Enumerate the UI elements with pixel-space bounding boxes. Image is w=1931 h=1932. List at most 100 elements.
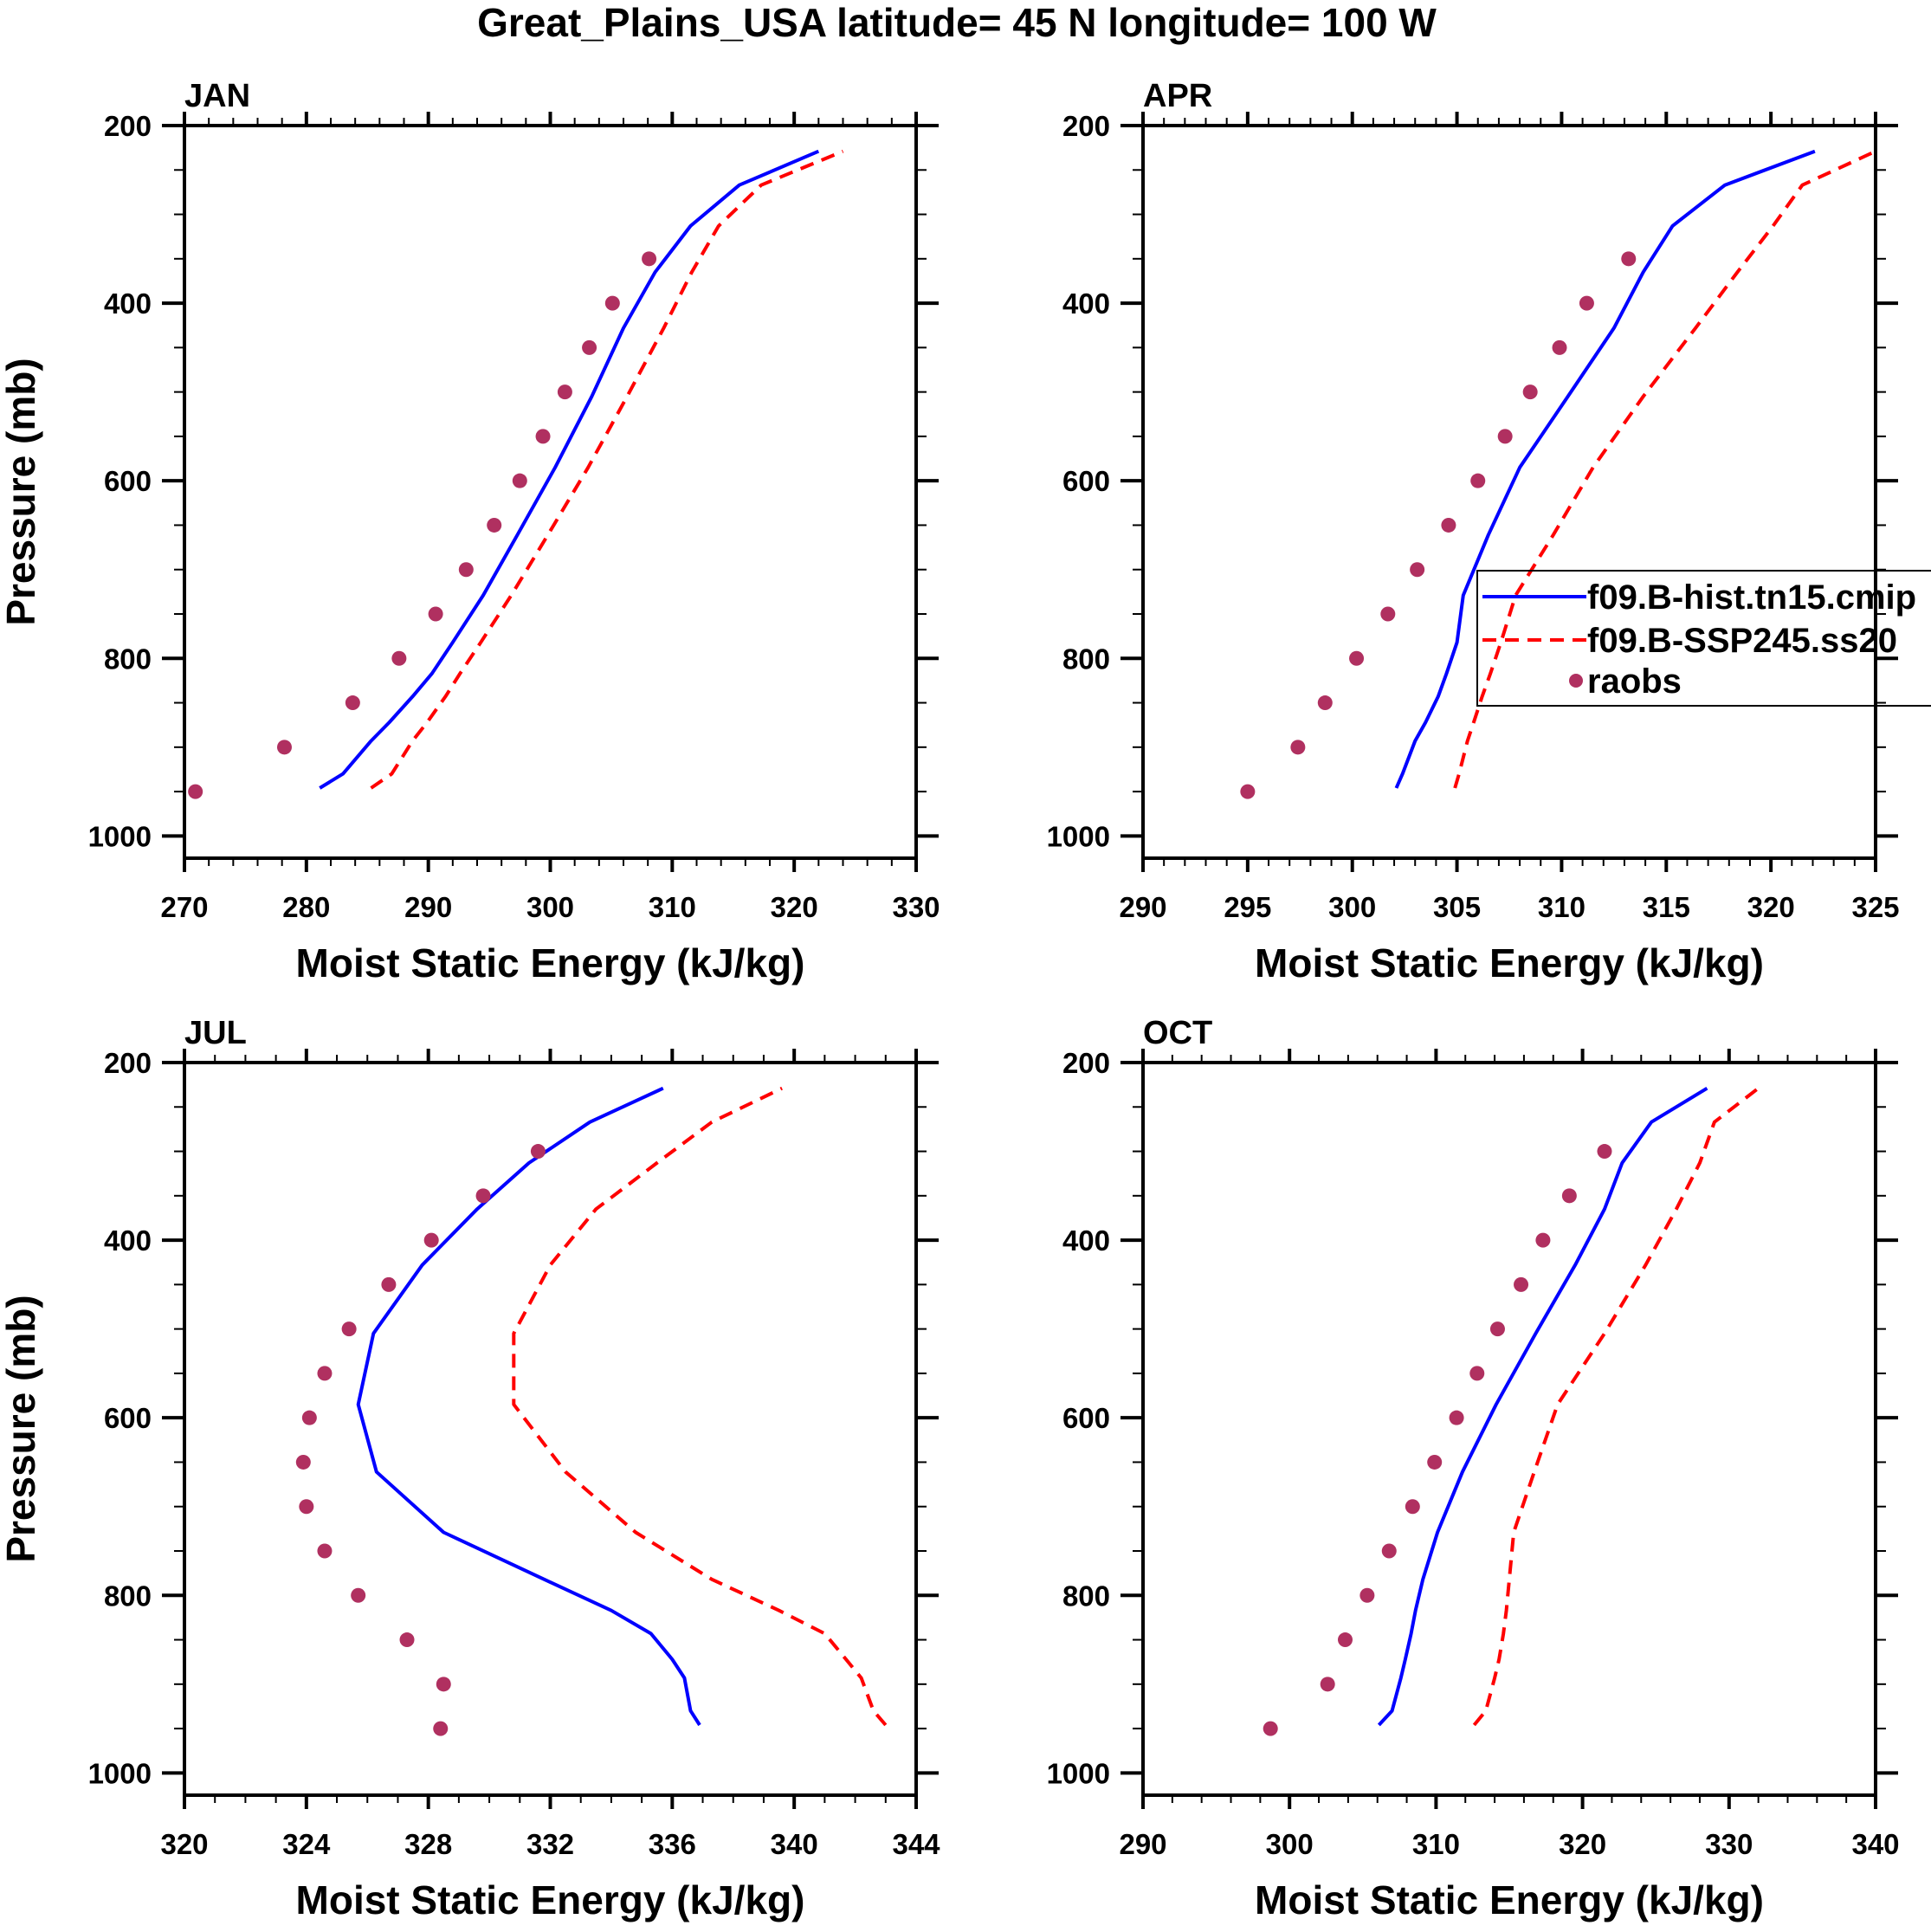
y-tick-label: 800 (1062, 1580, 1110, 1612)
raobs-point (317, 1543, 333, 1559)
series-hist-line (319, 149, 820, 790)
plot-frame (183, 1061, 918, 1797)
x-tick-label: 280 (282, 891, 330, 923)
raobs-point (391, 650, 407, 666)
raobs-point (1469, 1366, 1485, 1381)
x-tick-label: 290 (1119, 891, 1166, 923)
y-tick-label: 1000 (88, 1757, 152, 1789)
x-tick-label: 310 (649, 891, 696, 923)
legend-box (1476, 570, 1931, 707)
raobs-point (1449, 1410, 1464, 1425)
panel-oct: OCT 290 300 310 320 330 340 200 400 600 800 1000 Moi… (1047, 1015, 1900, 1922)
x-tick-label: 320 (1747, 891, 1795, 923)
panel-jan: JAN 270 280 290 300 310 320 330 200 400 600 800 1000… (0, 78, 940, 985)
x-tick-label: 320 (771, 891, 818, 923)
x-tick-label: 336 (649, 1828, 696, 1860)
y-tick-label: 400 (1062, 288, 1110, 320)
raobs-point (1489, 1321, 1505, 1337)
panel-title: JUL (184, 1015, 247, 1051)
raobs-point (1381, 1543, 1397, 1559)
series-ssp245-line (512, 1086, 888, 1727)
x-tick-label: 300 (1266, 1828, 1314, 1860)
raobs-point (345, 695, 360, 711)
raobs-point (423, 1232, 439, 1248)
series-hist-line (1394, 149, 1816, 789)
y-tick-label: 800 (1062, 643, 1110, 675)
raobs-point (1263, 1721, 1278, 1736)
x-axis-label: Moist Static Energy (kJ/kg) (296, 1877, 805, 1922)
raobs-point (1497, 429, 1513, 444)
x-tick-label: 290 (1119, 1828, 1166, 1860)
raobs-point (317, 1366, 333, 1381)
x-tick-label: 332 (526, 1828, 574, 1860)
raobs-point (1320, 1677, 1335, 1692)
y-axis-label: Pressure (mb) (0, 358, 43, 625)
panel-jul: JUL 320 324 328 332 336 340 344 200 400 600 800 1000… (0, 1015, 940, 1922)
raobs-point (604, 295, 620, 311)
raobs-point (582, 339, 597, 355)
raobs-point (1290, 740, 1306, 755)
raobs-point (1522, 384, 1538, 400)
legend-label: f09.B-SSP245.ss20 (1587, 622, 1897, 660)
y-tick-label: 600 (104, 465, 152, 497)
plot-frame (183, 124, 918, 860)
raobs-point (475, 1188, 491, 1204)
raobs-point (1349, 650, 1365, 666)
raobs-point (1410, 562, 1425, 578)
x-tick-label: 325 (1851, 891, 1899, 923)
series-ssp245-line (370, 149, 844, 790)
series-hist-line (1377, 1086, 1708, 1727)
x-axis-label: Moist Static Energy (kJ/kg) (1255, 940, 1764, 985)
legend-label: raobs (1587, 662, 1682, 701)
raobs-point (1427, 1454, 1443, 1470)
y-tick-label: 400 (1062, 1224, 1110, 1257)
raobs-point (351, 1587, 366, 1603)
raobs-point (1514, 1276, 1529, 1292)
raobs-point (399, 1632, 415, 1648)
x-tick-label: 330 (892, 891, 940, 923)
panel-title: OCT (1143, 1015, 1212, 1051)
raobs-point (487, 517, 502, 533)
raobs-point (1621, 251, 1637, 267)
y-tick-label: 400 (104, 288, 152, 320)
x-tick-label: 340 (771, 1828, 818, 1860)
raobs-point (1317, 695, 1333, 711)
series-hist-line (356, 1086, 701, 1727)
x-tick-label: 270 (160, 891, 208, 923)
y-tick-label: 400 (104, 1224, 152, 1257)
y-tick-label: 800 (104, 643, 152, 675)
x-tick-label: 310 (1538, 891, 1585, 923)
series-ssp245-line (1453, 149, 1876, 789)
x-tick-label: 310 (1412, 1828, 1460, 1860)
raobs-point (301, 1410, 317, 1425)
y-tick-label: 1000 (88, 820, 152, 852)
raobs-point (1552, 339, 1567, 355)
panel-title: JAN (184, 78, 250, 114)
raobs-point (1535, 1232, 1551, 1248)
x-tick-label: 320 (1559, 1828, 1606, 1860)
y-axis-label: Pressure (mb) (0, 1295, 43, 1562)
raobs-point (535, 429, 551, 444)
x-tick-label: 300 (526, 891, 574, 923)
y-tick-label: 200 (104, 110, 152, 142)
series-ssp245-line (1472, 1087, 1760, 1727)
y-tick-label: 1000 (1047, 820, 1110, 852)
panel-title: APR (1143, 78, 1212, 114)
x-tick-label: 320 (160, 1828, 208, 1860)
x-tick-label: 328 (404, 1828, 452, 1860)
raobs-point (1579, 295, 1594, 311)
panel-apr: APR 290 295 300 305 310 315 320 325 200 400 600 800 1… (1047, 78, 1900, 985)
legend: f09.B-hist.tn15.cmip f09.B-SSP245.ss20rao… (1476, 570, 1931, 707)
raobs-point (188, 784, 203, 799)
y-tick-label: 600 (104, 1402, 152, 1434)
raobs-point (1240, 784, 1256, 799)
raobs-point (433, 1721, 449, 1736)
plot-frame (1141, 124, 1877, 860)
raobs-point (295, 1454, 311, 1470)
raobs-point (557, 384, 572, 400)
x-tick-label: 295 (1224, 891, 1271, 923)
y-tick-label: 1000 (1047, 1757, 1110, 1789)
raobs-point (341, 1321, 357, 1337)
raobs-point (1597, 1144, 1612, 1160)
